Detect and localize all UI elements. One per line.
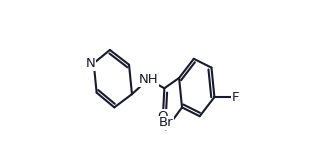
Text: Br: Br: [159, 116, 173, 129]
Text: F: F: [232, 91, 240, 104]
Text: O: O: [158, 110, 168, 123]
Text: NH: NH: [138, 73, 158, 86]
Text: N: N: [85, 57, 95, 70]
